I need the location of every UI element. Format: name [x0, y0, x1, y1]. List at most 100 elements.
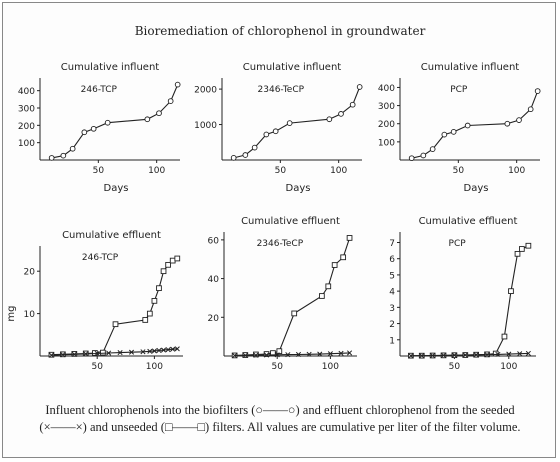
chart-panel-1: 100 200 300 400 50 100 Cumulative influent 246-…: [18, 62, 181, 194]
y-tick-label: 300: [18, 105, 35, 115]
data-point-circle: [174, 81, 181, 88]
data-point-x: [264, 352, 270, 358]
data-point-x: [346, 350, 353, 356]
caption-line-1: Influent chlorophenols into the biofilte…: [45, 403, 515, 417]
data-point-circle: [156, 110, 162, 117]
data-point-square: [519, 246, 525, 252]
y-tick-label: 7: [389, 239, 395, 249]
data-point-circle: [429, 146, 436, 152]
y-tick-label: 20: [24, 268, 36, 278]
chart-panel-3: 100 200 300 400 50 100 Cumulative influent PCP D…: [378, 62, 541, 194]
data-point-x: [462, 352, 468, 358]
data-point-square: [340, 254, 347, 261]
x-tick-label: 100: [148, 166, 165, 176]
compound-label: PCP: [449, 239, 467, 249]
series-line: [411, 90, 539, 159]
data-point-circle: [104, 119, 111, 126]
data-point-square: [501, 333, 508, 340]
y-tick-label: 6: [389, 255, 395, 265]
data-point-x: [430, 352, 436, 359]
x-axis-label: Days: [104, 183, 129, 194]
data-point-square: [291, 310, 298, 317]
data-point-circle: [90, 125, 97, 132]
data-point-square: [142, 317, 149, 323]
y-tick-label: 200: [18, 122, 35, 132]
x-tick-label: 50: [275, 166, 287, 176]
compound-label: 2346-TeCP: [258, 85, 305, 95]
data-point-x: [71, 351, 77, 357]
y-tick-label: 20: [208, 314, 220, 324]
x-tick-label: 50: [271, 362, 283, 372]
y-tick-label: 2: [389, 320, 395, 330]
data-point-x: [140, 349, 146, 355]
data-point-x: [440, 352, 447, 358]
y-tick-label: 4: [389, 288, 395, 298]
data-point-x: [317, 351, 323, 357]
data-point-x: [338, 350, 344, 356]
chart-panel-2: 1000 2000 50 100 Cumulative influent 2346-TeC…: [194, 62, 363, 194]
y-tick-label: 40: [208, 275, 220, 285]
data-point-square: [508, 288, 514, 294]
data-point-circle: [356, 84, 363, 90]
y-tick-label: 400: [378, 84, 395, 94]
data-point-square: [253, 351, 259, 358]
data-point-square: [156, 285, 162, 292]
data-point-square: [525, 242, 532, 249]
y-tick-label: 2000: [194, 86, 217, 96]
data-point-x: [106, 350, 112, 356]
data-point-x: [128, 349, 135, 355]
series-line: [234, 237, 351, 356]
data-point-square: [263, 351, 270, 357]
data-point-circle: [441, 131, 448, 138]
data-point-square: [100, 349, 106, 356]
series-line: [51, 348, 178, 356]
data-point-circle: [516, 117, 522, 123]
y-tick-label: 100: [18, 139, 35, 149]
x-tick-label: 50: [449, 362, 461, 372]
data-point-square: [160, 268, 167, 275]
data-point-circle: [69, 145, 76, 152]
data-point-x: [147, 348, 153, 354]
data-point-circle: [408, 155, 415, 162]
data-point-circle: [527, 106, 534, 113]
data-point-x: [156, 347, 162, 354]
data-point-x: [451, 352, 457, 358]
chart-title: Cumulative influent: [421, 62, 519, 73]
data-point-x: [174, 346, 180, 352]
y-tick-label: 100: [378, 138, 395, 148]
x-axis-label: Days: [286, 183, 311, 194]
data-point-circle: [420, 152, 427, 159]
data-point-circle: [326, 116, 333, 123]
data-point-x: [94, 350, 100, 357]
compound-label: 2346-TeCP: [257, 239, 304, 249]
data-point-circle: [167, 98, 174, 104]
compound-label: 246-TCP: [82, 253, 119, 263]
data-point-x: [419, 353, 425, 359]
data-point-x: [253, 352, 259, 358]
data-point-square: [346, 235, 353, 241]
data-point-circle: [272, 128, 279, 135]
data-point-square: [174, 255, 181, 262]
data-point-x: [506, 351, 512, 357]
data-point-circle: [60, 152, 67, 159]
data-point-x: [170, 346, 176, 352]
chart-title: Cumulative effluent: [241, 216, 340, 227]
data-point-square: [331, 262, 338, 268]
caption-line-2: (×——×) and unseeded (□——□) filters. All …: [39, 420, 521, 434]
y-tick-label: 5: [389, 271, 395, 281]
data-point-square: [112, 321, 119, 328]
y-tick-label: 300: [378, 102, 395, 112]
series-line: [233, 86, 361, 159]
x-tick-label: 50: [453, 166, 465, 176]
chart-title: Cumulative influent: [61, 62, 159, 73]
data-point-circle: [286, 120, 293, 126]
data-point-square: [151, 298, 158, 304]
y-tick-label: 1000: [194, 121, 217, 131]
data-point-x: [242, 352, 248, 358]
data-point-x: [60, 352, 66, 358]
data-point-x: [306, 351, 312, 357]
series-line: [410, 352, 529, 357]
y-tick-label: 200: [378, 120, 395, 130]
data-point-x: [517, 351, 523, 357]
data-point-circle: [48, 155, 55, 161]
